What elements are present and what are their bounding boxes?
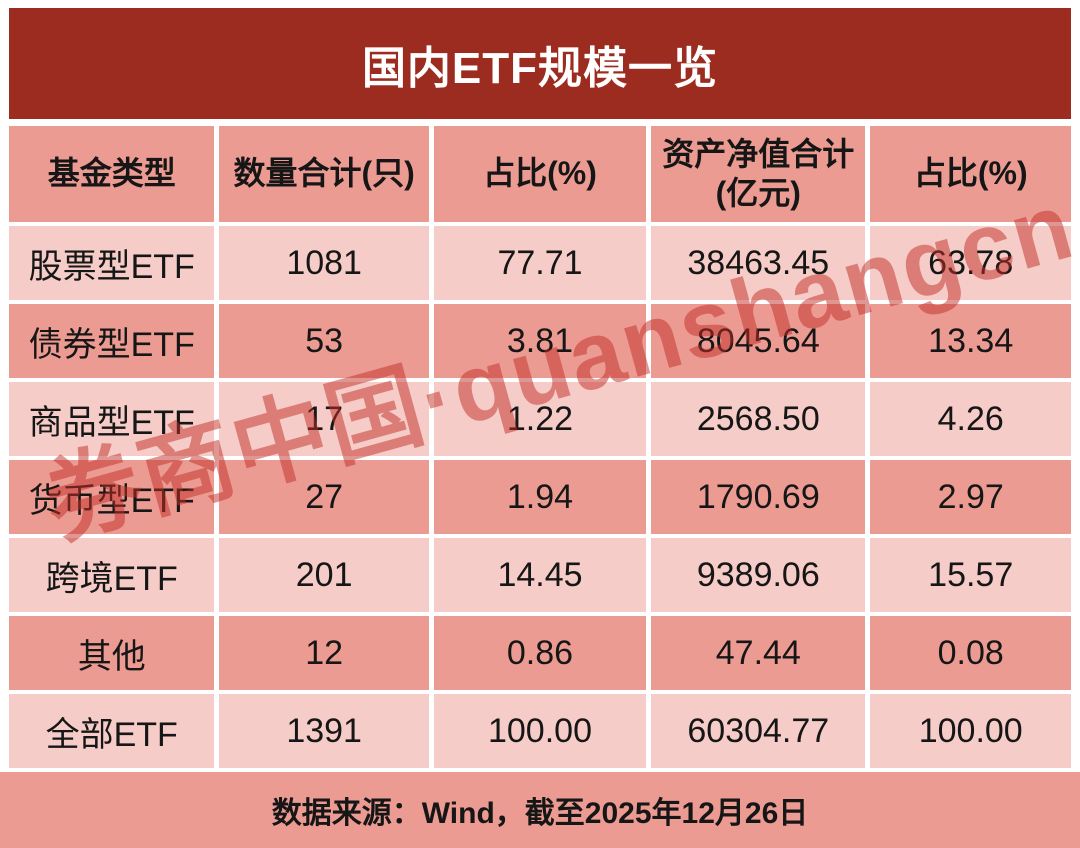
cell-count: 1391	[219, 694, 429, 768]
cell-count: 1081	[219, 226, 429, 300]
cell-nav: 9389.06	[651, 538, 866, 612]
title-bar: 国内ETF规模一览	[9, 8, 1071, 119]
cell-nav-pct: 63.78	[870, 226, 1071, 300]
column-header-nav-line1: 资产净值合计	[662, 135, 855, 172]
cell-fund-type: 全部ETF	[9, 694, 215, 768]
cell-nav-pct: 100.00	[870, 694, 1071, 768]
cell-nav: 1790.69	[651, 460, 866, 534]
etf-table: 基金类型 数量合计(只) 占比(%) 资产净值合计 (亿元) 占比(%) 股票型…	[9, 126, 1071, 768]
cell-fund-type: 货币型ETF	[9, 460, 215, 534]
cell-count: 27	[219, 460, 429, 534]
column-header-count-pct: 占比(%)	[433, 126, 647, 222]
column-header-nav-line2: (亿元)	[715, 175, 801, 211]
column-header-count: 数量合计(只)	[219, 126, 429, 222]
cell-nav: 8045.64	[651, 304, 866, 378]
cell-count: 53	[219, 304, 429, 378]
cell-count-pct: 0.86	[433, 616, 647, 690]
cell-nav: 47.44	[651, 616, 866, 690]
cell-nav-pct: 4.26	[870, 382, 1071, 456]
column-header-nav-pct: 占比(%)	[870, 126, 1071, 222]
cell-count: 12	[219, 616, 429, 690]
column-header-nav: 资产净值合计 (亿元)	[651, 126, 866, 222]
cell-count-pct: 100.00	[433, 694, 647, 768]
cell-count-pct: 14.45	[433, 538, 647, 612]
cell-count-pct: 77.71	[433, 226, 647, 300]
column-header-fund-type: 基金类型	[9, 126, 215, 222]
cell-count-pct: 1.22	[433, 382, 647, 456]
cell-nav-pct: 13.34	[870, 304, 1071, 378]
cell-count-pct: 3.81	[433, 304, 647, 378]
cell-fund-type: 跨境ETF	[9, 538, 215, 612]
cell-nav-pct: 15.57	[870, 538, 1071, 612]
cell-fund-type: 股票型ETF	[9, 226, 215, 300]
source-text: 数据来源：Wind，截至2025年12月26日	[271, 797, 809, 830]
cell-nav: 2568.50	[651, 382, 866, 456]
cell-fund-type: 债券型ETF	[9, 304, 215, 378]
cell-nav: 38463.45	[651, 226, 866, 300]
cell-count-pct: 1.94	[433, 460, 647, 534]
page-title: 国内ETF规模一览	[361, 43, 719, 93]
cell-fund-type: 商品型ETF	[9, 382, 215, 456]
cell-nav-pct: 2.97	[870, 460, 1071, 534]
source-footer: 数据来源：Wind，截至2025年12月26日	[0, 772, 1080, 848]
cell-count: 17	[219, 382, 429, 456]
cell-nav: 60304.77	[651, 694, 866, 768]
cell-count: 201	[219, 538, 429, 612]
cell-fund-type: 其他	[9, 616, 215, 690]
cell-nav-pct: 0.08	[870, 616, 1071, 690]
